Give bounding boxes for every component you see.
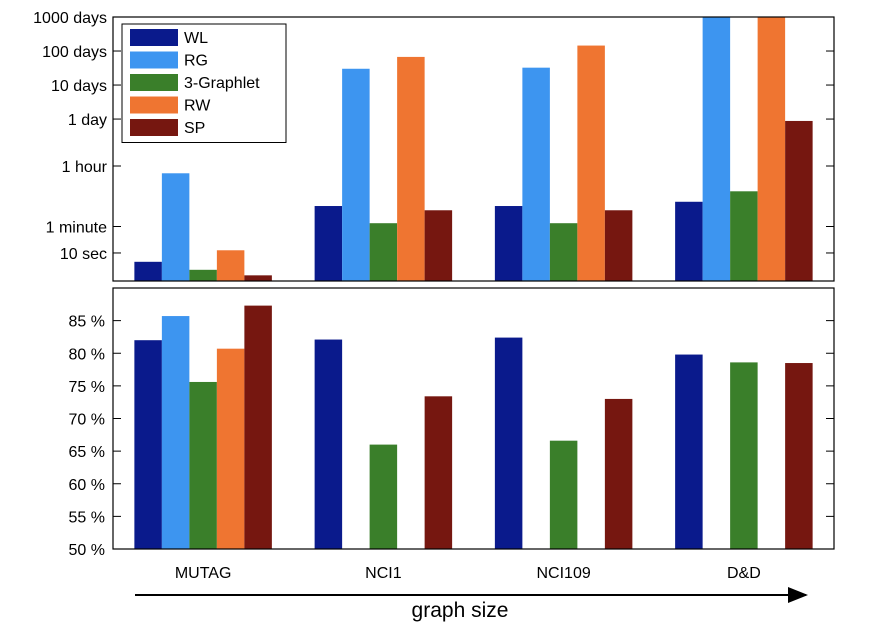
runtime-y-tick-label: 1 minute — [46, 219, 107, 236]
runtime-bars — [134, 17, 813, 282]
accuracy-y-tick-label: 65 % — [69, 444, 105, 461]
x-category-label-d-d: D&D — [727, 565, 761, 582]
runtime-bar-nci109-sp — [604, 210, 633, 281]
x-category-label-mutag: MUTAG — [175, 565, 232, 582]
x-category-label-nci1: NCI1 — [365, 565, 402, 582]
accuracy-y-tick-label: 85 % — [69, 314, 105, 331]
x-axis-label: graph size — [412, 599, 509, 622]
runtime-y-tick-label: 100 days — [42, 44, 107, 61]
runtime-chart: 10 sec 1 minute 1 hour 1 day 10 days 100 days… — [33, 10, 835, 282]
accuracy-bars — [134, 305, 813, 549]
accuracy-y-tick-label: 60 % — [69, 477, 105, 494]
accuracy-y-axis: 50 % 55 % 60 % 65 % 70 % 75 % 80 % 85 % — [69, 314, 834, 559]
accuracy-bar-nci109-wl — [494, 337, 523, 549]
accuracy-bar-nci109-3-graphlet — [549, 440, 578, 549]
accuracy-bar-d-d-3-graphlet — [730, 362, 758, 549]
accuracy-bar-mutag-3-graphlet — [189, 381, 217, 549]
accuracy-plot-frame — [112, 287, 835, 550]
legend-label-rg: RG — [184, 53, 208, 70]
accuracy-bar-nci1-sp — [424, 396, 453, 549]
x-category-label-nci109: NCI109 — [537, 565, 591, 582]
runtime-y-tick-label: 1 hour — [62, 159, 108, 176]
legend-swatch-wl — [130, 29, 178, 46]
legend-label-sp: SP — [184, 120, 205, 137]
runtime-plot-frame — [112, 16, 835, 282]
runtime-bar-nci109-rw — [577, 45, 605, 281]
runtime-bar-nci109-wl — [494, 206, 523, 281]
accuracy-bar-nci1-3-graphlet — [369, 444, 398, 549]
runtime-bar-mutag-rg — [161, 173, 190, 281]
legend-label-rw: RW — [184, 98, 211, 115]
accuracy-y-tick-label: 55 % — [69, 509, 105, 526]
runtime-y-tick-label: 1000 days — [33, 10, 107, 27]
runtime-bar-nci109-rg — [522, 67, 550, 281]
runtime-bar-d-d-sp — [785, 120, 813, 282]
legend-swatch-rg — [130, 51, 178, 69]
accuracy-bar-mutag-wl — [134, 340, 162, 549]
accuracy-y-tick-label: 50 % — [69, 542, 105, 559]
runtime-bar-nci109-3-graphlet — [549, 223, 578, 281]
legend-swatch-3-graphlet — [130, 74, 178, 91]
runtime-bar-nci1-wl — [314, 206, 343, 281]
runtime-bar-nci1-sp — [424, 210, 453, 281]
runtime-bar-nci1-rg — [342, 68, 370, 281]
runtime-bar-nci1-3-graphlet — [369, 223, 398, 281]
legend-label-wl: WL — [184, 30, 208, 47]
runtime-bar-d-d-rg — [702, 17, 731, 281]
runtime-bar-mutag-sp — [244, 275, 272, 281]
accuracy-bar-nci1-wl — [314, 339, 343, 549]
accuracy-bar-nci109-sp — [604, 398, 633, 549]
runtime-bar-mutag-wl — [134, 261, 162, 281]
accuracy-bar-mutag-rw — [216, 348, 245, 549]
accuracy-bar-mutag-rg — [161, 316, 190, 549]
legend: WL RG 3-Graphlet RW SP — [121, 23, 287, 143]
runtime-y-tick-label: 10 sec — [60, 246, 107, 263]
runtime-bar-d-d-3-graphlet — [730, 191, 758, 281]
legend-swatch-sp — [130, 119, 178, 136]
x-category-labels: MUTAG NCI1 NCI109 D&D — [175, 565, 761, 582]
runtime-bar-nci1-rw — [397, 56, 425, 282]
runtime-bar-d-d-wl — [675, 201, 703, 281]
runtime-bar-d-d-rw — [757, 17, 786, 281]
accuracy-y-tick-label: 70 % — [69, 412, 105, 429]
runtime-y-tick-label: 1 day — [68, 112, 107, 129]
accuracy-bar-d-d-wl — [675, 354, 703, 549]
runtime-bar-mutag-3-graphlet — [189, 269, 217, 281]
accuracy-chart: 50 % 55 % 60 % 65 % 70 % 75 % 80 % 85 % MUTAG NC… — [69, 287, 835, 582]
accuracy-bar-d-d-sp — [785, 363, 813, 549]
accuracy-bar-mutag-sp — [244, 305, 272, 549]
legend-swatch-rw — [130, 96, 178, 114]
accuracy-y-tick-label: 80 % — [69, 346, 105, 363]
runtime-bar-mutag-rw — [216, 250, 245, 281]
accuracy-y-tick-label: 75 % — [69, 379, 105, 396]
runtime-y-tick-label: 10 days — [51, 78, 107, 95]
legend-label-3-graphlet: 3-Graphlet — [184, 75, 260, 92]
